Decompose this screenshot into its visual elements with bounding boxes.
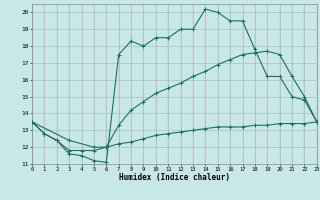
X-axis label: Humidex (Indice chaleur): Humidex (Indice chaleur): [119, 173, 230, 182]
